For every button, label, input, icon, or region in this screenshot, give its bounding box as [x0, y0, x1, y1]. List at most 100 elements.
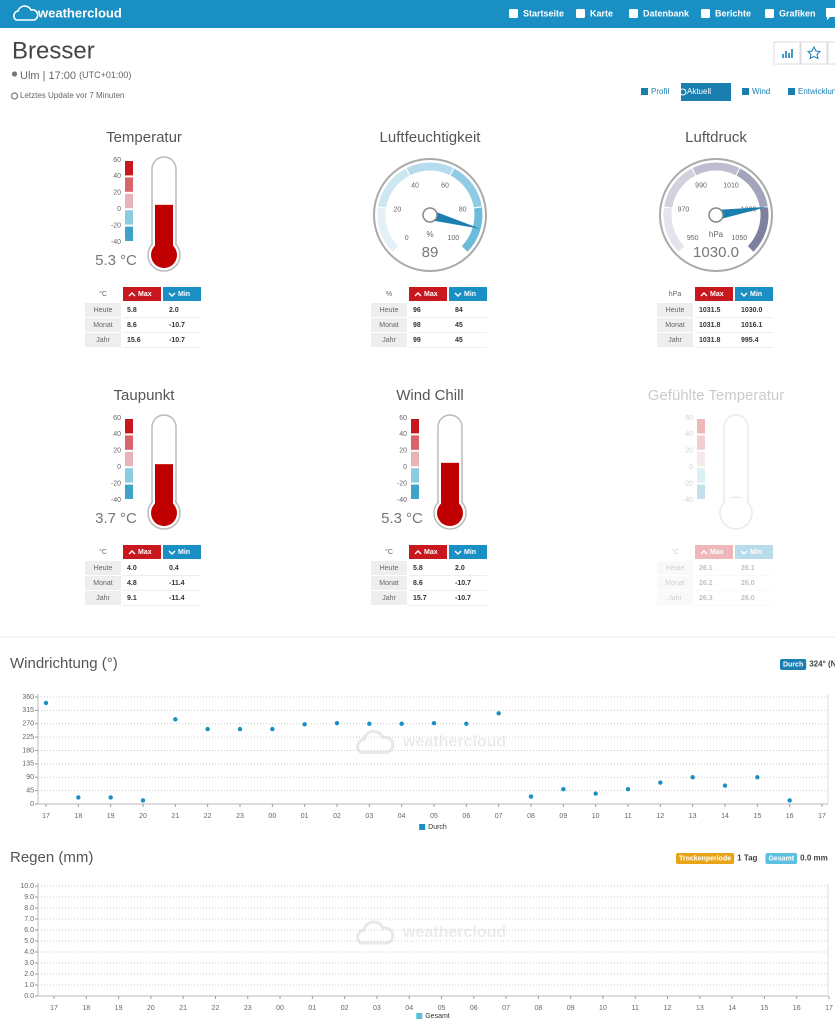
- scale-block: [125, 435, 133, 450]
- nav-link[interactable]: Grafiken: [779, 8, 816, 18]
- chart-button[interactable]: [773, 41, 801, 65]
- x-tick-label: 03: [365, 813, 373, 820]
- nav-link[interactable]: Datenbank: [643, 8, 690, 18]
- max-chevron: [700, 550, 708, 555]
- min-chevron: [454, 550, 462, 555]
- min-chevron: [454, 292, 462, 297]
- min-cell: -10.7: [169, 337, 185, 344]
- row-label-bg: [657, 561, 693, 575]
- thermo-fill: [441, 462, 459, 510]
- watermark-icon: [356, 729, 395, 754]
- x-tick-label: 23: [244, 1005, 252, 1012]
- y-tick-label: 3.0: [24, 960, 34, 967]
- table-unit: °C: [671, 548, 679, 556]
- min-chevron: [168, 292, 176, 297]
- tab[interactable]: Profil: [651, 87, 669, 96]
- scale-block: [411, 451, 419, 467]
- y-tick-label: 9.0: [24, 894, 34, 901]
- scale-block: [125, 484, 133, 499]
- x-tick-label: 02: [333, 813, 341, 820]
- scale-label: -40: [111, 239, 121, 246]
- max-chevron: [414, 550, 422, 555]
- more-button[interactable]: [827, 41, 835, 65]
- scale-label: 20: [113, 190, 121, 197]
- weather-widget: Luftfeuchtigkeit 0 20 40 60 80 100% 89% Max Min He…: [371, 129, 487, 348]
- row-label-bg: [657, 591, 693, 605]
- x-tick-label: 01: [301, 813, 309, 820]
- scale-label: -40: [111, 497, 121, 504]
- scale-label: 0: [689, 464, 693, 471]
- table-unit: °C: [385, 548, 393, 556]
- min-label: Min: [178, 291, 190, 298]
- row-label-bg: [371, 333, 407, 347]
- max-cell: 4.8: [127, 580, 137, 587]
- min-header: [449, 287, 487, 301]
- nav-icon: [576, 9, 585, 18]
- y-tick-label: 315: [22, 707, 34, 714]
- max-label: Max: [424, 291, 438, 298]
- x-tick-label: 14: [721, 813, 729, 820]
- nav-link[interactable]: Berichte: [715, 8, 751, 18]
- dial-label: 1050: [732, 235, 748, 242]
- tab-icon: [788, 88, 795, 95]
- max-cell: 99: [413, 337, 421, 344]
- x-tick-label: 17: [50, 1005, 58, 1012]
- badge-value: 1 Tag: [737, 854, 757, 863]
- max-cell: 4.0: [127, 565, 137, 572]
- table-unit: %: [386, 291, 392, 298]
- row-label-bg: [85, 318, 121, 332]
- chat-icon[interactable]: [826, 8, 835, 20]
- refresh-icon: [10, 92, 19, 100]
- min-cell: 26.0: [741, 580, 755, 587]
- row-label: Heute: [380, 565, 399, 572]
- chart-icon: [782, 49, 793, 58]
- scale-block: [411, 468, 419, 483]
- row-label-bg: [657, 303, 693, 317]
- tab[interactable]: Aktuell: [687, 87, 711, 96]
- legend-label: Durch: [428, 824, 447, 831]
- x-tick-label: 18: [74, 813, 82, 820]
- tab[interactable]: Entwicklung: [798, 87, 835, 96]
- weather-widget: Gefühlte Temperatur 60 40 20 0 -20 -40 °C Max Min…: [648, 387, 784, 606]
- scale-label: 40: [399, 431, 407, 438]
- max-chevron: [700, 292, 708, 297]
- dial-label: 60: [441, 182, 449, 189]
- value: 5.3: [381, 510, 402, 527]
- min-cell: 2.0: [169, 307, 179, 314]
- min-header: [449, 545, 487, 559]
- dial-label: 80: [459, 207, 467, 214]
- badge: [780, 659, 807, 670]
- x-tick-label: 07: [502, 1005, 510, 1012]
- scale-block: [125, 193, 133, 209]
- badge-value: 324° (NW): [809, 660, 835, 669]
- scale-label: 40: [113, 431, 121, 438]
- logo[interactable]: weathercloud: [37, 5, 122, 20]
- scale-block: [411, 419, 419, 434]
- max-cell: 1031.8: [699, 337, 721, 344]
- x-tick-label: 22: [204, 813, 212, 820]
- y-tick-label: 2.0: [24, 971, 34, 978]
- tab[interactable]: Wind: [752, 87, 770, 96]
- dial-label: 970: [678, 207, 690, 214]
- scale-block: [125, 226, 133, 241]
- nav-link[interactable]: Karte: [590, 8, 613, 18]
- min-label: Min: [464, 549, 476, 556]
- x-tick-label: 17: [42, 813, 50, 820]
- current-value: 89: [422, 244, 439, 261]
- scale-block: [125, 451, 133, 467]
- row-label: Monat: [665, 322, 685, 329]
- scale-label: 40: [685, 431, 693, 438]
- favorite-button[interactable]: [800, 41, 828, 65]
- data-point: [43, 700, 49, 706]
- x-tick-label: 19: [115, 1005, 123, 1012]
- tab-active[interactable]: [681, 83, 731, 101]
- nav-link[interactable]: Startseite: [523, 8, 564, 18]
- row-label: Jahr: [382, 595, 396, 602]
- widget-title: Luftdruck: [685, 129, 747, 146]
- row-label-bg: [371, 318, 407, 332]
- min-header: [735, 545, 773, 559]
- x-tick-label: 01: [308, 1005, 316, 1012]
- logo-icon[interactable]: [13, 5, 39, 21]
- data-point: [658, 780, 663, 785]
